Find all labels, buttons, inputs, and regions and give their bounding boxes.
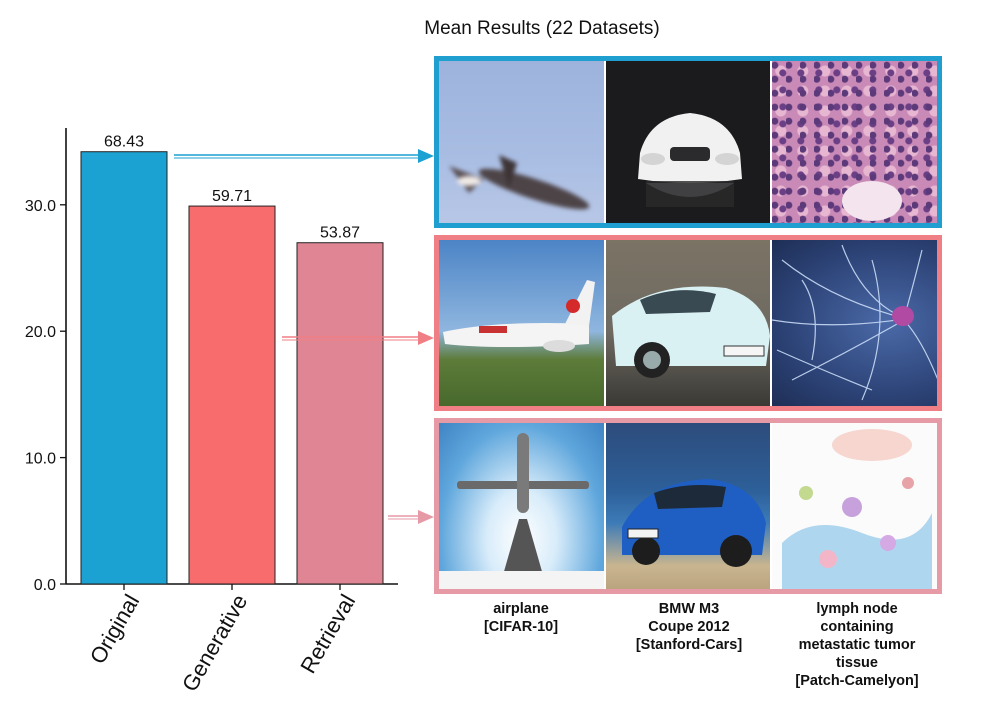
caption-airplane: airplane [CIFAR-10] [436,600,606,636]
y-tick-label: 0.0 [34,577,56,594]
panel-original [434,56,942,228]
bar-generative [188,205,276,585]
x-tick-label: Original [85,590,145,668]
white-bmw-image [605,61,773,223]
caption-line: [Stanford-Cars] [635,637,743,653]
caption-line: [Patch-Camelyon] [795,673,919,689]
generated-neuron-image [772,240,937,406]
x-tick-label: Retrieval [295,590,360,678]
tissue-histology-image [772,61,937,223]
airplane-blurry-image [439,61,606,223]
caption-line: lymph node [816,601,898,617]
caption-line: metastatic tumor [798,637,916,653]
retrieved-bmw-image [605,423,773,589]
x-tick-label: Generative [177,590,252,696]
caption-line: BMW M3 [658,601,720,617]
bar-retrieval [296,242,384,585]
retrieved-airplane-image [439,423,606,589]
y-tick-label: 10.0 [25,451,56,468]
generated-airliner-image [439,240,606,406]
caption-line: tissue [836,655,878,671]
bar-data-label: 59.71 [212,188,252,205]
bar-data-label: 68.43 [104,134,144,151]
y-tick-label: 30.0 [25,198,56,215]
arrow-original [174,149,434,163]
arrow-retrieval [388,510,434,524]
panel-generative [434,235,942,411]
bar-data-label: 53.87 [320,225,360,242]
caption-line: airplane [493,601,549,617]
tumor-diagram-image [772,423,937,589]
bar-original [80,151,168,585]
generated-bmw-image [605,240,773,406]
caption-line: Coupe 2012 [648,619,730,635]
caption-line: containing [820,619,894,635]
y-tick-label: 20.0 [25,324,56,341]
caption-bmw: BMW M3 Coupe 2012 [Stanford-Cars] [604,600,774,654]
caption-line: [CIFAR-10] [483,619,559,635]
bar-chart: 0.0 10.0 20.0 30.0 68.43 Original 59.71 Generat… [25,128,398,696]
arrow-generative [282,331,434,345]
chart-title: Mean Results (22 Datasets) [424,18,660,39]
caption-lymph-node: lymph node containing metastatic tumor t… [772,600,942,690]
panel-retrieval [434,418,942,594]
